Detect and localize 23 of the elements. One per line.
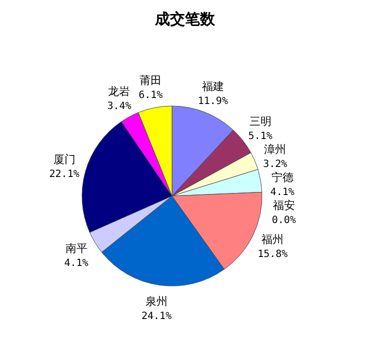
slice-label: 漳州 [264, 143, 286, 156]
data-label: 5.1% [248, 131, 272, 142]
data-label: 4.1% [64, 258, 88, 270]
slice-label: 龙岩 [108, 85, 130, 98]
slice-label: 福建 [202, 80, 224, 93]
data-label: 6.1% [138, 90, 163, 102]
slice-label: 福州 [262, 233, 284, 246]
slice-label: 宁德 [271, 171, 294, 184]
chart-title: 成交笔数 [154, 10, 216, 28]
data-label: 4.1% [270, 187, 294, 198]
data-label: 22.1% [49, 169, 80, 180]
data-label: 11.9% [198, 96, 228, 107]
slice-label: 莆田 [140, 74, 162, 88]
data-label: 15.8% [258, 249, 288, 260]
slice-label: 三明 [249, 115, 272, 128]
slice-label: 厦门 [53, 153, 76, 166]
data-label: 24.1% [141, 310, 172, 322]
slice-label: 泉州 [146, 294, 168, 308]
category-label: 福安 [272, 199, 295, 212]
data-label: 3.4% [107, 101, 132, 112]
text: 0.0% [272, 215, 296, 226]
data-label: 3.2% [263, 159, 288, 170]
slice-label: 南平 [65, 242, 88, 256]
